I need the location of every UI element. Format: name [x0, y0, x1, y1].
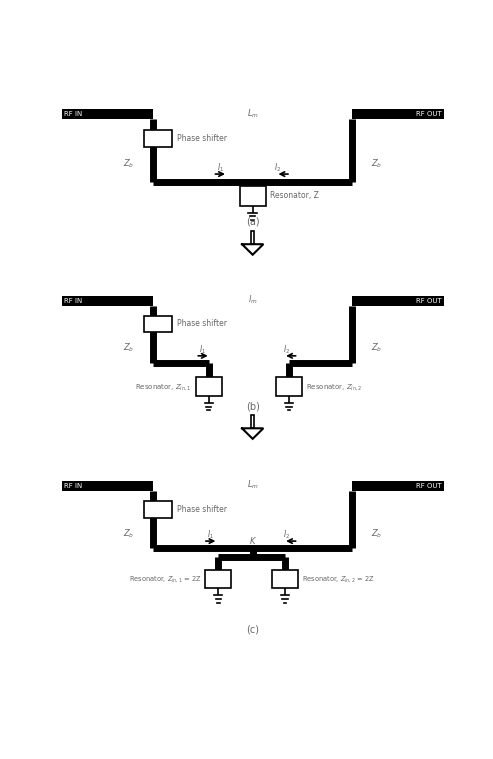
Text: $L_m$: $L_m$	[246, 107, 259, 119]
Bar	[352, 109, 444, 119]
Text: $l_m$: $l_m$	[248, 294, 257, 306]
Bar	[144, 131, 173, 146]
Bar	[196, 377, 222, 396]
Text: RF OUT: RF OUT	[416, 483, 442, 489]
Text: (b): (b)	[246, 402, 260, 411]
Text: $Z_b$: $Z_b$	[123, 342, 134, 354]
Text: (a): (a)	[246, 217, 259, 227]
Bar	[144, 502, 173, 518]
Bar	[272, 570, 298, 588]
Text: $I_1$: $I_1$	[216, 162, 224, 175]
Text: $I_1$: $I_1$	[200, 344, 207, 356]
Text: Phase shifter: Phase shifter	[177, 134, 227, 143]
Bar	[352, 295, 444, 306]
Bar	[144, 316, 173, 332]
Bar	[240, 187, 266, 206]
Polygon shape	[242, 428, 263, 439]
Text: Resonator, $Z_{in,1}$: Resonator, $Z_{in,1}$	[136, 382, 192, 392]
Text: $Z_b$: $Z_b$	[371, 528, 383, 540]
Bar	[205, 570, 231, 588]
Text: K: K	[250, 537, 255, 546]
Text: RF IN: RF IN	[64, 298, 82, 304]
Text: Resonator, $Z_{in,2}$: Resonator, $Z_{in,2}$	[306, 382, 362, 392]
Text: $I_2$: $I_2$	[283, 344, 290, 356]
Bar	[276, 377, 302, 396]
Text: Resonator, $Z_{in,1}$ = 2Z: Resonator, $Z_{in,1}$ = 2Z	[129, 574, 202, 584]
Bar	[251, 415, 254, 428]
Text: $I_2$: $I_2$	[283, 529, 290, 541]
Bar	[352, 481, 444, 491]
Text: Resonator, Z: Resonator, Z	[270, 191, 319, 200]
Text: Phase shifter: Phase shifter	[177, 320, 227, 328]
Text: $I_1$: $I_1$	[207, 529, 214, 541]
Text: $Z_b$: $Z_b$	[371, 158, 383, 170]
Text: RF OUT: RF OUT	[416, 298, 442, 304]
Bar	[62, 109, 153, 119]
Bar	[251, 231, 254, 244]
Text: $Z_b$: $Z_b$	[123, 528, 134, 540]
Text: RF IN: RF IN	[64, 111, 82, 117]
Text: RF IN: RF IN	[64, 483, 82, 489]
Text: RF OUT: RF OUT	[416, 111, 442, 117]
Text: $Z_b$: $Z_b$	[371, 342, 383, 354]
Polygon shape	[242, 244, 263, 255]
Bar	[62, 295, 153, 306]
Text: Phase shifter: Phase shifter	[177, 505, 227, 514]
Text: $I_2$: $I_2$	[274, 162, 281, 175]
Text: (c): (c)	[246, 625, 259, 635]
Text: $Z_b$: $Z_b$	[123, 158, 134, 170]
Bar	[62, 481, 153, 491]
Text: $L_m$: $L_m$	[246, 479, 259, 491]
Text: Resonator, $Z_{in,2}$ = 2Z: Resonator, $Z_{in,2}$ = 2Z	[302, 574, 375, 584]
